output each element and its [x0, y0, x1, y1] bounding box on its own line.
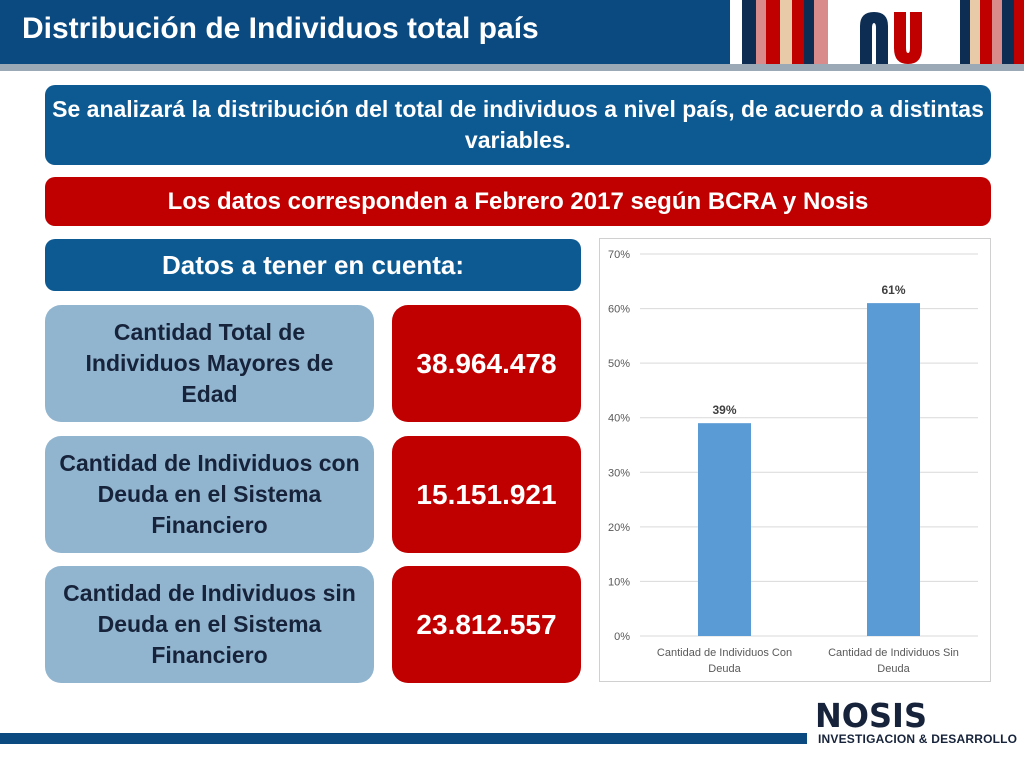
bar — [867, 303, 920, 636]
header-bar — [0, 0, 730, 64]
stat-label-con-deuda: Cantidad de Individuos con Deuda en el S… — [45, 436, 374, 553]
nosis-wordmark: NOSIS — [815, 700, 927, 730]
footer-brand: NOSIS — [815, 700, 927, 730]
stat-label-sin-deuda: Cantidad de Individuos sin Deuda en el S… — [45, 566, 374, 683]
page-title: Distribución de Individuos total país — [22, 12, 539, 45]
data-label: 39% — [712, 403, 736, 417]
footer-subtitle: INVESTIGACION & DESARROLLO — [818, 732, 1018, 746]
data-label: 61% — [881, 283, 905, 297]
intro-banner: Se analizará la distribución del total d… — [45, 85, 991, 165]
header-stripes-right — [960, 0, 1024, 64]
y-tick-label: 50% — [608, 358, 630, 370]
nosis-logo-box — [828, 0, 956, 72]
bar-chart-svg: 0% 10% 20% 30% 40% 50% 60% 70% 39% Cantidad de In… — [608, 249, 978, 675]
distribution-chart: 0% 10% 20% 30% 40% 50% 60% 70% 39% Cantidad de In… — [599, 238, 991, 682]
header-underline — [0, 64, 1024, 71]
stat-value-con-deuda: 15.151.921 — [392, 436, 581, 553]
nosis-n-logo-icon — [860, 12, 922, 64]
header-stripes-left — [730, 0, 828, 64]
header: Distribución de Individuos total país — [0, 0, 1024, 72]
footer-bar — [0, 733, 807, 744]
y-tick-label: 70% — [608, 249, 630, 261]
stat-label-total: Cantidad Total de Individuos Mayores de … — [45, 305, 374, 422]
y-tick-label: 0% — [614, 631, 630, 643]
category-label: Cantidad de Individuos Sin Deuda — [828, 647, 959, 675]
stat-value-sin-deuda: 23.812.557 — [392, 566, 581, 683]
y-tick-label: 60% — [608, 304, 630, 316]
category-label: Cantidad de Individuos Con Deuda — [657, 647, 792, 675]
y-tick-label: 40% — [608, 413, 630, 425]
y-tick-label: 20% — [608, 522, 630, 534]
source-banner: Los datos corresponden a Febrero 2017 se… — [45, 177, 991, 226]
datos-heading: Datos a tener en cuenta: — [45, 239, 581, 291]
y-tick-label: 10% — [608, 576, 630, 588]
bar — [698, 423, 751, 636]
y-tick-label: 30% — [608, 467, 630, 479]
stat-value-total: 38.964.478 — [392, 305, 581, 422]
